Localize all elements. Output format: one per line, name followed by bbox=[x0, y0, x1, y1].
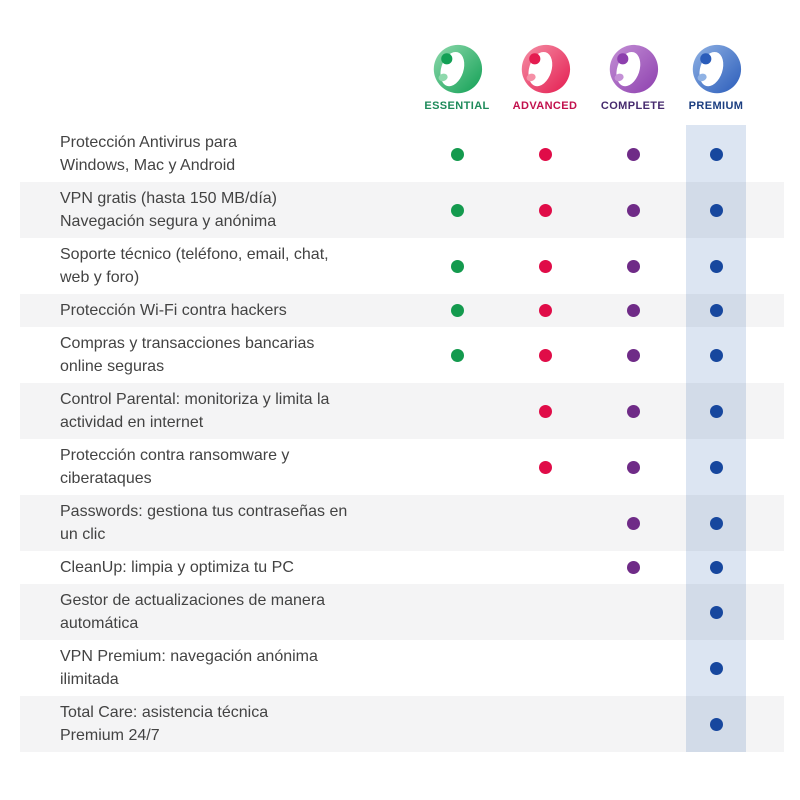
feature-label: VPN Premium: navegación anónima ilimitad… bbox=[60, 648, 318, 688]
essential-dot bbox=[450, 259, 464, 273]
feature-label: Compras y transacciones bancarias online… bbox=[60, 335, 315, 375]
feature-row-passwords: Passwords: gestiona tus contraseñas en u… bbox=[20, 495, 784, 551]
premium-dot bbox=[709, 516, 723, 530]
premium-panda-logo-icon bbox=[692, 44, 742, 94]
complete-dot bbox=[626, 147, 640, 161]
complete-panda-logo-icon bbox=[609, 44, 659, 94]
feature-label: Protección contra ransomware y ciberataq… bbox=[60, 447, 290, 487]
feature-row-compras: Compras y transacciones bancarias online… bbox=[20, 327, 784, 383]
advanced-dot bbox=[538, 259, 552, 273]
plan-complete: COMPLETE bbox=[590, 44, 676, 112]
feature-row-wifi: Protección Wi-Fi contra hackers bbox=[20, 294, 784, 327]
complete-dot bbox=[626, 203, 640, 217]
premium-dot bbox=[709, 348, 723, 362]
feature-label: Control Parental: monitoriza y limita la… bbox=[60, 391, 330, 431]
plan-advanced: ADVANCED bbox=[500, 44, 590, 112]
feature-row-total-care: Total Care: asistencia técnica Premium 2… bbox=[20, 696, 784, 752]
feature-row-vpn-gratis: VPN gratis (hasta 150 MB/día) Navegación… bbox=[20, 182, 784, 238]
feature-row-actualizaciones: Gestor de actualizaciones de manera auto… bbox=[20, 584, 784, 640]
complete-dot bbox=[626, 404, 640, 418]
premium-highlight-band bbox=[686, 125, 746, 752]
premium-dot bbox=[709, 259, 723, 273]
advanced-dot bbox=[538, 147, 552, 161]
feature-label: Soporte técnico (teléfono, email, chat, … bbox=[60, 246, 329, 286]
feature-label: CleanUp: limpia y optimiza tu PC bbox=[60, 559, 294, 576]
advanced-dot bbox=[538, 460, 552, 474]
feature-row-ransomware: Protección contra ransomware y ciberataq… bbox=[20, 439, 784, 495]
plan-premium-label: PREMIUM bbox=[688, 100, 744, 112]
premium-dot bbox=[709, 460, 723, 474]
complete-dot bbox=[626, 460, 640, 474]
essential-dot bbox=[450, 203, 464, 217]
essential-dot bbox=[450, 348, 464, 362]
plan-advanced-label: ADVANCED bbox=[512, 100, 578, 112]
plans-header: ESSENTIAL ADVANCED bbox=[20, 44, 784, 112]
plan-essential-label: ESSENTIAL bbox=[424, 100, 490, 112]
premium-dot bbox=[709, 304, 723, 317]
feature-label: Protección Antivirus para Windows, Mac y… bbox=[60, 134, 237, 174]
complete-dot bbox=[626, 561, 640, 574]
essential-dot bbox=[450, 304, 464, 317]
premium-dot bbox=[709, 717, 723, 731]
premium-dot bbox=[709, 404, 723, 418]
feature-label: VPN gratis (hasta 150 MB/día) Navegación… bbox=[60, 190, 277, 230]
feature-label: Protección Wi-Fi contra hackers bbox=[60, 302, 287, 319]
complete-dot bbox=[626, 259, 640, 273]
feature-row-vpn-premium: VPN Premium: navegación anónima ilimitad… bbox=[20, 640, 784, 696]
comparison-table-page: ESSENTIAL ADVANCED bbox=[20, 44, 784, 752]
premium-dot bbox=[709, 147, 723, 161]
advanced-dot bbox=[538, 348, 552, 362]
premium-dot bbox=[709, 561, 723, 574]
plan-essential: ESSENTIAL bbox=[414, 44, 500, 112]
premium-dot bbox=[709, 203, 723, 217]
feature-row-soporte: Soporte técnico (teléfono, email, chat, … bbox=[20, 238, 784, 294]
feature-label: Passwords: gestiona tus contraseñas en u… bbox=[60, 503, 348, 543]
complete-dot bbox=[626, 348, 640, 362]
feature-row-antivirus: Protección Antivirus para Windows, Mac y… bbox=[20, 126, 784, 182]
advanced-dot bbox=[538, 203, 552, 217]
complete-dot bbox=[626, 516, 640, 530]
premium-dot bbox=[709, 661, 723, 675]
feature-row-control-parental: Control Parental: monitoriza y limita la… bbox=[20, 383, 784, 439]
plan-complete-label: COMPLETE bbox=[600, 100, 666, 112]
feature-label: Gestor de actualizaciones de manera auto… bbox=[60, 592, 326, 632]
advanced-dot bbox=[538, 404, 552, 418]
feature-row-cleanup: CleanUp: limpia y optimiza tu PC bbox=[20, 551, 784, 584]
essential-dot bbox=[450, 147, 464, 161]
advanced-panda-logo-icon bbox=[521, 44, 571, 94]
plan-premium: PREMIUM bbox=[676, 44, 756, 112]
advanced-dot bbox=[538, 304, 552, 317]
complete-dot bbox=[626, 304, 640, 317]
feature-table: Protección Antivirus para Windows, Mac y… bbox=[20, 125, 784, 752]
premium-dot bbox=[709, 605, 723, 619]
essential-panda-logo-icon bbox=[433, 44, 483, 94]
feature-label: Total Care: asistencia técnica Premium 2… bbox=[60, 704, 269, 744]
